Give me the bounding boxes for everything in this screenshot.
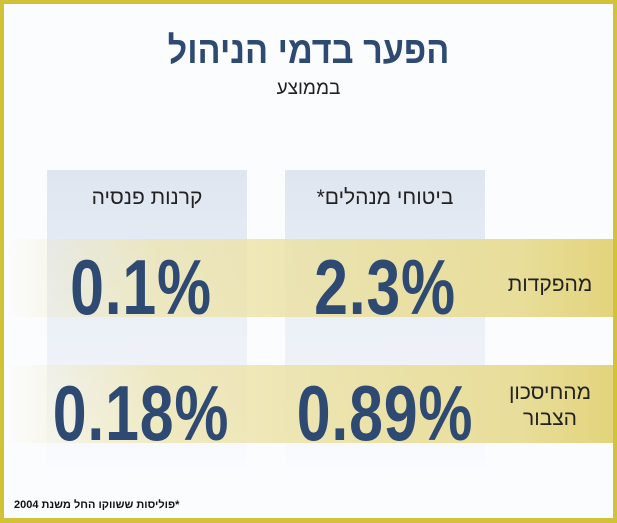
row-label-deposits: מהפקדות (507, 273, 593, 296)
row-band-deposits (4, 239, 613, 317)
row-band-savings (4, 365, 613, 443)
subtitle: בממוצע (276, 78, 341, 99)
column-header-pension-funds: קרנות פנסיה (91, 186, 203, 209)
value-pension-savings: 0.18% (52, 369, 230, 457)
column-header-managers-insurance: ביטוחי מנהלים* (316, 186, 454, 209)
row-label-savings: מהחיסכון הצבור (508, 381, 592, 430)
value-managers-savings: 0.89% (296, 369, 474, 457)
value-pension-deposits: 0.1% (70, 243, 212, 331)
value-managers-deposits: 2.3% (314, 243, 456, 331)
page-title: הפער בדמי הניהול (167, 30, 450, 72)
footnote: *פוליסות ששווקו החל משנת 2004 (14, 499, 180, 511)
